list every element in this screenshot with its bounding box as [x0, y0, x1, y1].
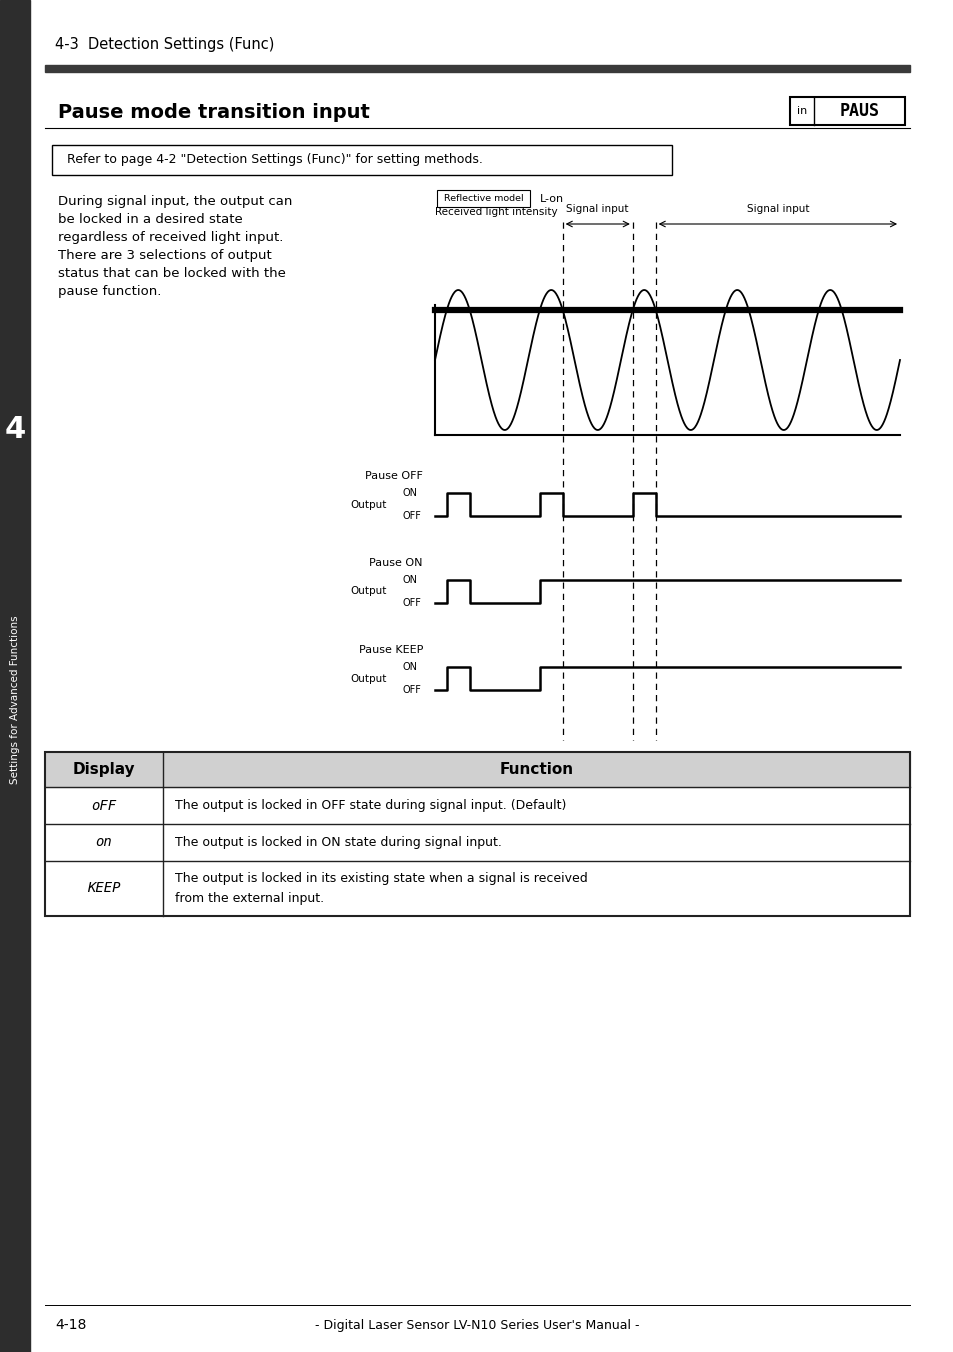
Bar	[45, 65, 909, 72]
Text: Settings for Advanced Functions: Settings for Advanced Functions	[10, 615, 20, 784]
Text: ON: ON	[402, 488, 417, 498]
Text: from the external input.: from the external input.	[174, 892, 324, 904]
Text: Output: Output	[351, 499, 387, 510]
Text: on: on	[95, 836, 112, 849]
Text: The output is locked in OFF state during signal input. (Default): The output is locked in OFF state during…	[174, 799, 566, 813]
Text: Pause ON: Pause ON	[369, 558, 422, 568]
Text: be locked in a desired state: be locked in a desired state	[58, 214, 242, 226]
Text: pause function.: pause function.	[58, 285, 161, 297]
Text: OFF: OFF	[402, 685, 421, 695]
Text: Received light intensity: Received light intensity	[435, 207, 558, 218]
Bar	[0, 0, 30, 1352]
Text: Reflective model: Reflective model	[443, 193, 523, 203]
Text: OFF: OFF	[402, 511, 421, 521]
Text: Pause KEEP: Pause KEEP	[358, 645, 422, 654]
Text: Pause mode transition input: Pause mode transition input	[58, 103, 370, 122]
Text: Display: Display	[72, 763, 135, 777]
Text: Output: Output	[351, 673, 387, 684]
Text: L-on: L-on	[539, 193, 563, 204]
Text: Output: Output	[351, 587, 387, 596]
Text: in: in	[796, 105, 806, 116]
Text: 4: 4	[5, 415, 26, 445]
Text: During signal input, the output can: During signal input, the output can	[58, 195, 292, 208]
Text: 4-3  Detection Settings (Func): 4-3 Detection Settings (Func)	[55, 38, 274, 53]
Text: Refer to page 4-2 "Detection Settings (Func)" for setting methods.: Refer to page 4-2 "Detection Settings (F…	[67, 154, 482, 166]
Text: 4-18: 4-18	[55, 1318, 87, 1332]
Text: OFF: OFF	[402, 598, 421, 608]
Text: Pause OFF: Pause OFF	[365, 470, 422, 481]
Text: The output is locked in its existing state when a signal is received: The output is locked in its existing sta…	[174, 872, 587, 886]
Text: PAUS: PAUS	[839, 101, 879, 120]
Bar	[45, 752, 909, 917]
Text: - Digital Laser Sensor LV-N10 Series User's Manual -: - Digital Laser Sensor LV-N10 Series Use…	[314, 1318, 639, 1332]
Bar	[52, 145, 671, 174]
Text: oFF: oFF	[91, 799, 116, 813]
Bar	[436, 191, 530, 207]
Text: Function: Function	[499, 763, 573, 777]
Text: Signal input: Signal input	[566, 204, 628, 214]
Text: ON: ON	[402, 575, 417, 585]
Text: Signal input: Signal input	[746, 204, 808, 214]
Text: status that can be locked with the: status that can be locked with the	[58, 266, 286, 280]
Text: The output is locked in ON state during signal input.: The output is locked in ON state during …	[174, 836, 501, 849]
Text: regardless of received light input.: regardless of received light input.	[58, 231, 283, 243]
Text: There are 3 selections of output: There are 3 selections of output	[58, 249, 272, 262]
Bar	[789, 97, 904, 124]
Text: ON: ON	[402, 662, 417, 672]
Text: KEEP: KEEP	[87, 882, 121, 895]
Bar	[45, 752, 909, 787]
